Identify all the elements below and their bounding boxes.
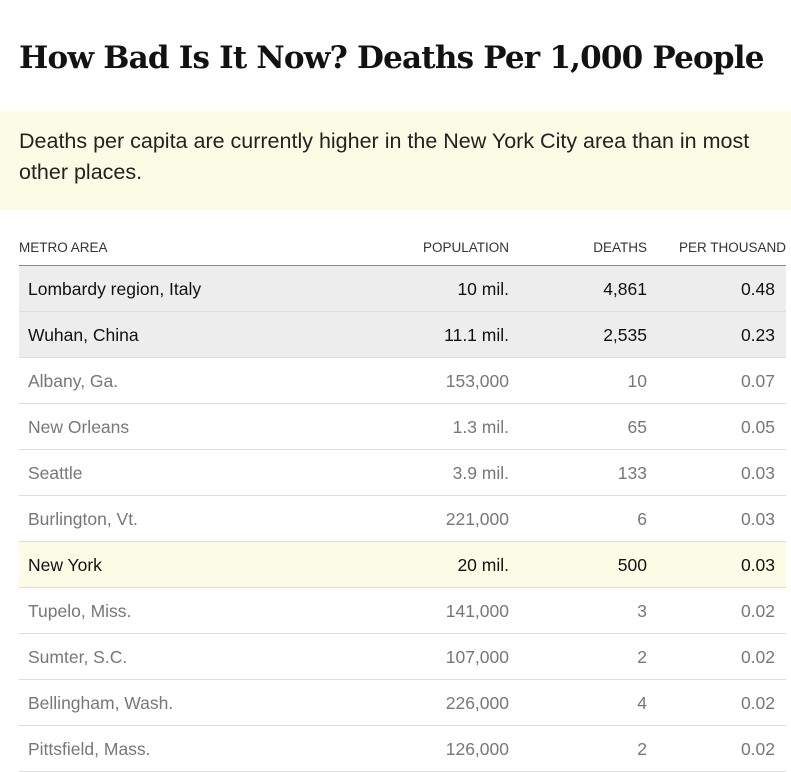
cell-deaths: 4 — [637, 693, 647, 713]
cell-per-thousand: 0.03 — [740, 509, 775, 529]
cell-deaths: 10 — [627, 371, 647, 391]
table-row: Albany, Ga. 153,000 10 0.07 — [19, 358, 786, 404]
cell-deaths: 3 — [637, 601, 647, 621]
table-body: Lombardy region, Italy 10 mil. 4,861 0.48 Wu… — [19, 266, 786, 772]
cell-metro-area: Wuhan, China — [28, 325, 139, 345]
cell-population: 226,000 — [445, 693, 509, 713]
data-table: METRO AREA POPULATION DEATHS PER THOUSAN… — [19, 232, 786, 772]
cell-population: 221,000 — [445, 509, 509, 529]
cell-population: 10 mil. — [457, 279, 509, 299]
callout-box — [0, 111, 791, 210]
table-row: Seattle 3.9 mil. 133 0.03 — [19, 450, 786, 496]
table-row: Sumter, S.C. 107,000 2 0.02 — [19, 634, 786, 680]
cell-population: 107,000 — [445, 647, 509, 667]
cell-per-thousand: 0.07 — [740, 371, 775, 391]
cell-metro-area: Burlington, Vt. — [28, 509, 138, 529]
cell-deaths: 6 — [637, 509, 647, 529]
header-per-thousand: PER THOUSAND — [678, 240, 786, 255]
table-row: New York 20 mil. 500 0.03 — [19, 542, 786, 588]
header-deaths: DEATHS — [593, 240, 647, 255]
cell-population: 3.9 mil. — [452, 463, 509, 483]
cell-per-thousand: 0.02 — [740, 601, 775, 621]
cell-deaths: 4,861 — [603, 279, 647, 299]
cell-deaths: 500 — [617, 555, 647, 575]
table-row: Pittsfield, Mass. 126,000 2 0.02 — [19, 726, 786, 772]
cell-population: 1.3 mil. — [452, 417, 509, 437]
cell-population: 20 mil. — [457, 555, 509, 575]
cell-deaths: 2,535 — [603, 325, 647, 345]
cell-per-thousand: 0.05 — [740, 417, 775, 437]
table-row: New Orleans 1.3 mil. 65 0.05 — [19, 404, 786, 450]
table-row: Lombardy region, Italy 10 mil. 4,861 0.48 — [19, 266, 786, 312]
cell-per-thousand: 0.02 — [740, 647, 775, 667]
cell-deaths: 2 — [637, 647, 647, 667]
cell-population: 153,000 — [445, 371, 509, 391]
cell-per-thousand: 0.48 — [740, 279, 775, 299]
table-row: Tupelo, Miss. 141,000 3 0.02 — [19, 588, 786, 634]
cell-per-thousand: 0.02 — [740, 693, 775, 713]
table-row: Wuhan, China 11.1 mil. 2,535 0.23 — [19, 312, 786, 358]
cell-metro-area: Bellingham, Wash. — [28, 693, 174, 713]
cell-population: 11.1 mil. — [444, 325, 509, 345]
cell-metro-area: New Orleans — [28, 417, 130, 437]
cell-metro-area: Seattle — [28, 463, 83, 483]
chart-title: How Bad Is It Now? Deaths Per 1,000 Peop… — [19, 40, 764, 76]
cell-metro-area: Pittsfield, Mass. — [28, 739, 151, 759]
table-row: Burlington, Vt. 221,000 6 0.03 — [19, 496, 786, 542]
cell-metro-area: Albany, Ga. — [28, 371, 119, 391]
cell-per-thousand: 0.23 — [740, 325, 775, 345]
cell-metro-area: Lombardy region, Italy — [28, 279, 202, 299]
header-metro-area: METRO AREA — [19, 240, 108, 255]
cell-deaths: 65 — [627, 417, 647, 437]
callout-text: Deaths per capita are currently higher i… — [19, 129, 750, 184]
cell-metro-area: Tupelo, Miss. — [28, 601, 132, 621]
cell-population: 126,000 — [445, 739, 509, 759]
cell-per-thousand: 0.02 — [740, 739, 775, 759]
cell-deaths: 2 — [637, 739, 647, 759]
cell-per-thousand: 0.03 — [740, 555, 775, 575]
cell-deaths: 133 — [617, 463, 647, 483]
cell-metro-area: New York — [28, 555, 102, 575]
cell-metro-area: Sumter, S.C. — [28, 647, 128, 667]
cell-population: 141,000 — [445, 601, 509, 621]
table-row: Bellingham, Wash. 226,000 4 0.02 — [19, 680, 786, 726]
header-population: POPULATION — [422, 240, 509, 255]
table-header: METRO AREA POPULATION DEATHS PER THOUSAN… — [19, 232, 786, 266]
cell-per-thousand: 0.03 — [740, 463, 775, 483]
